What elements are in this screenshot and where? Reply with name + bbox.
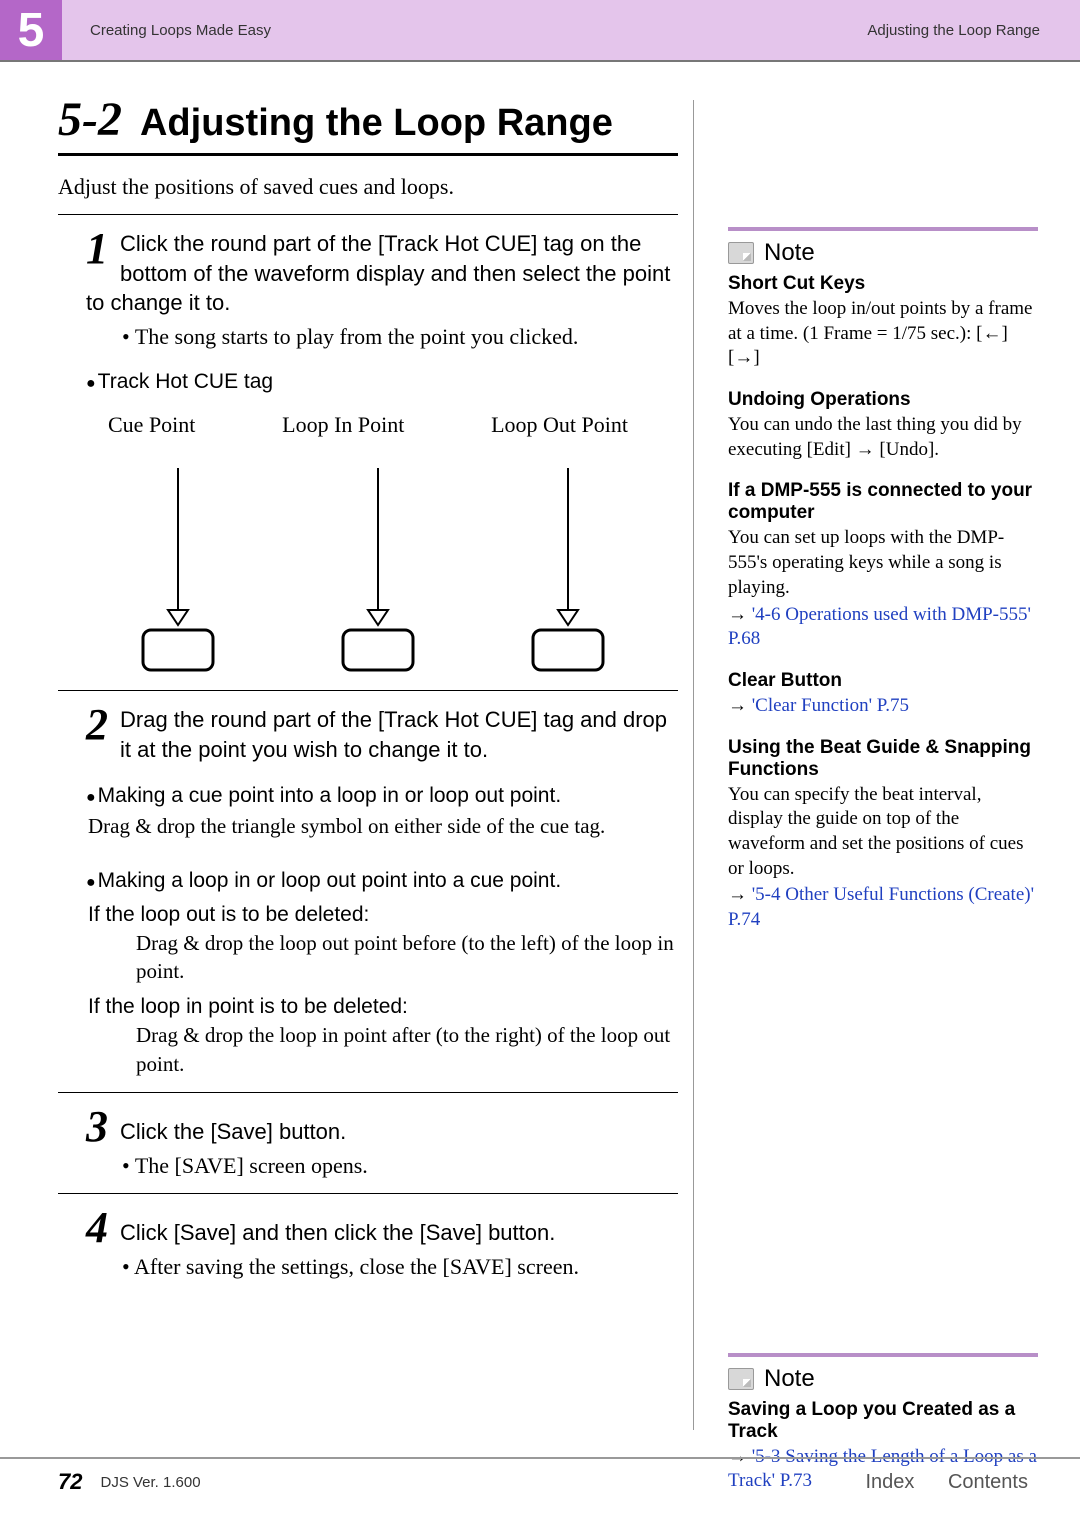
note-link[interactable]: 'Clear Function' P.75 <box>728 694 1038 719</box>
delete-out-text: Drag & drop the loop out point before (t… <box>136 929 678 986</box>
note-header: Note <box>728 1365 1038 1393</box>
loop-in-marker <box>343 468 413 670</box>
step-number: 1 <box>86 229 108 269</box>
step-title: Drag the round part of the [Track Hot CU… <box>86 705 678 764</box>
step-title: Click the [Save] button. <box>86 1107 678 1147</box>
loop-out-marker <box>533 468 603 670</box>
note-box-1: Note Short Cut Keys Moves the loop in/ou… <box>728 227 1038 933</box>
step-title: Click the round part of the [Track Hot C… <box>86 229 678 318</box>
contents-link[interactable]: Contents <box>948 1471 1028 1493</box>
index-link[interactable]: Index <box>865 1471 914 1493</box>
step-1: 1 Click the round part of the [Track Hot… <box>86 229 678 350</box>
note-shortcut: Short Cut Keys Moves the loop in/out poi… <box>728 273 1038 371</box>
note-label: Note <box>764 1365 815 1393</box>
breadcrumb-left: Creating Loops Made Easy <box>62 0 867 60</box>
step-2: 2 Drag the round part of the [Track Hot … <box>86 705 678 764</box>
divider <box>58 1092 678 1093</box>
cue-marker <box>143 468 213 670</box>
cue-tag-heading: Track Hot CUE tag <box>86 370 678 394</box>
note-icon <box>728 242 754 264</box>
divider <box>58 214 678 215</box>
note-sub: Short Cut Keys <box>728 273 1038 295</box>
step-bullet: After saving the settings, close the [SA… <box>122 1254 678 1280</box>
delete-out-heading: If the loop out is to be deleted: <box>88 903 678 927</box>
step-bullet: The [SAVE] screen opens. <box>122 1153 678 1179</box>
note-dmp555: If a DMP-555 is connected to your comput… <box>728 480 1038 651</box>
page-footer: 72 DJS Ver. 1.600 Index Contents <box>0 1457 1080 1505</box>
step-number: 2 <box>86 705 108 745</box>
page-number: 72 <box>58 1469 82 1495</box>
note-body: Moves the loop in/out points by a frame … <box>728 297 1038 371</box>
chapter-number: 5 <box>18 3 45 58</box>
divider <box>58 1193 678 1194</box>
note-sub: If a DMP-555 is connected to your comput… <box>728 480 1038 524</box>
breadcrumb-right: Adjusting the Loop Range <box>867 0 1080 60</box>
note-icon <box>728 1368 754 1390</box>
section-title: Adjusting the Loop Range <box>140 102 613 145</box>
delete-in-text: Drag & drop the loop in point after (to … <box>136 1021 678 1078</box>
side-column: Note Short Cut Keys Moves the loop in/ou… <box>698 227 1038 1524</box>
chapter-number-box: 5 <box>0 0 62 60</box>
note-header: Note <box>728 239 1038 267</box>
footer-links: Index Contents <box>837 1471 1028 1494</box>
step-title: Click [Save] and then click the [Save] b… <box>86 1208 678 1248</box>
note-body: You can undo the last thing you did by e… <box>728 413 1038 462</box>
note-sub: Using the Beat Guide & Snapping Function… <box>728 737 1038 781</box>
label-loop-out: Loop Out Point <box>491 412 628 438</box>
note-link[interactable]: '4-6 Operations used with DMP-555' P.68 <box>728 603 1038 652</box>
cue-diagram-svg <box>88 450 648 680</box>
note-sub: Saving a Loop you Created as a Track <box>728 1399 1038 1443</box>
cue-diagram: Cue Point Loop In Point Loop Out Point <box>88 412 648 680</box>
making-heading-1: Making a cue point into a loop in or loo… <box>86 784 678 808</box>
page-header: 5 Creating Loops Made Easy Adjusting the… <box>0 0 1080 62</box>
main-column: 5-2 Adjusting the Loop Range Adjust the … <box>58 92 698 1524</box>
divider <box>58 690 678 691</box>
note-sub: Undoing Operations <box>728 389 1038 411</box>
note-undo: Undoing Operations You can undo the last… <box>728 389 1038 462</box>
step-bullet: The song starts to play from the point y… <box>122 324 678 350</box>
step-number: 4 <box>86 1208 108 1248</box>
making-text-1: Drag & drop the triangle symbol on eithe… <box>88 812 678 840</box>
note-clear: Clear Button 'Clear Function' P.75 <box>728 670 1038 719</box>
label-cue-point: Cue Point <box>108 412 195 438</box>
step-3: 3 Click the [Save] button. The [SAVE] sc… <box>86 1107 678 1179</box>
version-text: DJS Ver. 1.600 <box>100 1474 200 1491</box>
vertical-divider <box>693 100 694 1430</box>
note-sub: Clear Button <box>728 670 1038 692</box>
note-label: Note <box>764 239 815 267</box>
label-loop-in: Loop In Point <box>282 412 404 438</box>
intro-text: Adjust the positions of saved cues and l… <box>58 174 678 200</box>
making-heading-2: Making a loop in or loop out point into … <box>86 869 678 893</box>
section-heading: 5-2 Adjusting the Loop Range <box>58 92 678 156</box>
note-body: You can specify the beat interval, displ… <box>728 783 1038 882</box>
note-link[interactable]: '5-4 Other Useful Functions (Create)' P.… <box>728 883 1038 932</box>
note-body: You can set up loops with the DMP-555's … <box>728 526 1038 600</box>
step-4: 4 Click [Save] and then click the [Save]… <box>86 1208 678 1280</box>
step-number: 3 <box>86 1107 108 1147</box>
delete-in-heading: If the loop in point is to be deleted: <box>88 995 678 1019</box>
note-beatguide: Using the Beat Guide & Snapping Function… <box>728 737 1038 933</box>
section-number: 5-2 <box>58 92 122 147</box>
